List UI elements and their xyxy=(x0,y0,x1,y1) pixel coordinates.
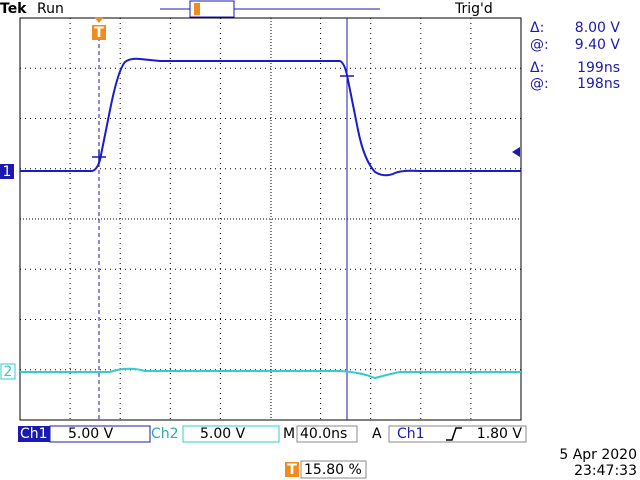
readout-value: 199ns xyxy=(577,60,620,76)
ch2-scale-box xyxy=(182,425,280,443)
trigger-level-arrow xyxy=(512,147,520,157)
cursor-readouts: Δ: 8.00 V @: 9.40 V Δ: 199ns @: 198ns xyxy=(530,20,620,92)
trigger-level: 1.80 V xyxy=(477,426,523,442)
readout-value: 198ns xyxy=(577,76,620,92)
readout-value: 9.40 V xyxy=(575,37,621,53)
time-box xyxy=(296,425,358,443)
trigger-source: Ch1 xyxy=(397,426,425,442)
ch2-trace xyxy=(20,367,521,380)
run-state: Run xyxy=(37,1,64,17)
trigger-status: Trig'd xyxy=(454,1,493,17)
trigger-position: 15.80 % xyxy=(304,462,362,478)
footer-trigger-box xyxy=(285,462,299,477)
ch1-marker: 1 xyxy=(3,164,12,180)
time-scale: 40.0ns xyxy=(300,426,347,442)
ch1-label: Ch1 xyxy=(20,426,48,442)
ch1-label-box xyxy=(18,426,50,442)
footer-trigger-marker: T xyxy=(287,462,297,478)
clock: 23:47:33 xyxy=(574,463,637,479)
ch1-scale: 5.00 V xyxy=(68,426,114,442)
time-label: M xyxy=(283,426,295,442)
graticule xyxy=(19,17,522,421)
readout-label: @: xyxy=(530,37,549,53)
date: 5 Apr 2020 xyxy=(559,447,637,463)
readout-label: @: xyxy=(530,76,549,92)
record-trigger xyxy=(194,3,200,15)
record-window xyxy=(189,0,235,18)
cursor-crosses xyxy=(92,75,354,164)
trigger-slope xyxy=(446,427,462,441)
readout-value: 8.00 V xyxy=(575,20,621,36)
ch2-marker-box xyxy=(0,363,16,380)
ch2-marker: 2 xyxy=(4,364,13,380)
trigger-box xyxy=(388,425,527,443)
readout-label: Δ: xyxy=(530,60,544,76)
ch1-scale-box xyxy=(49,425,151,443)
brand: Tek xyxy=(0,1,27,17)
trigger-pos-arrow xyxy=(94,17,104,23)
ch2-label: Ch2 xyxy=(151,426,179,442)
ch2-scale: 5.00 V xyxy=(200,426,246,442)
trigger-position-box xyxy=(300,460,367,479)
trigger-label: A xyxy=(372,426,382,442)
ch1-trace xyxy=(20,57,521,177)
trigger-marker: T xyxy=(94,25,104,41)
trigger-marker-box xyxy=(92,25,106,40)
readout-label: Δ: xyxy=(530,20,544,36)
ch1-marker-box xyxy=(0,164,14,179)
